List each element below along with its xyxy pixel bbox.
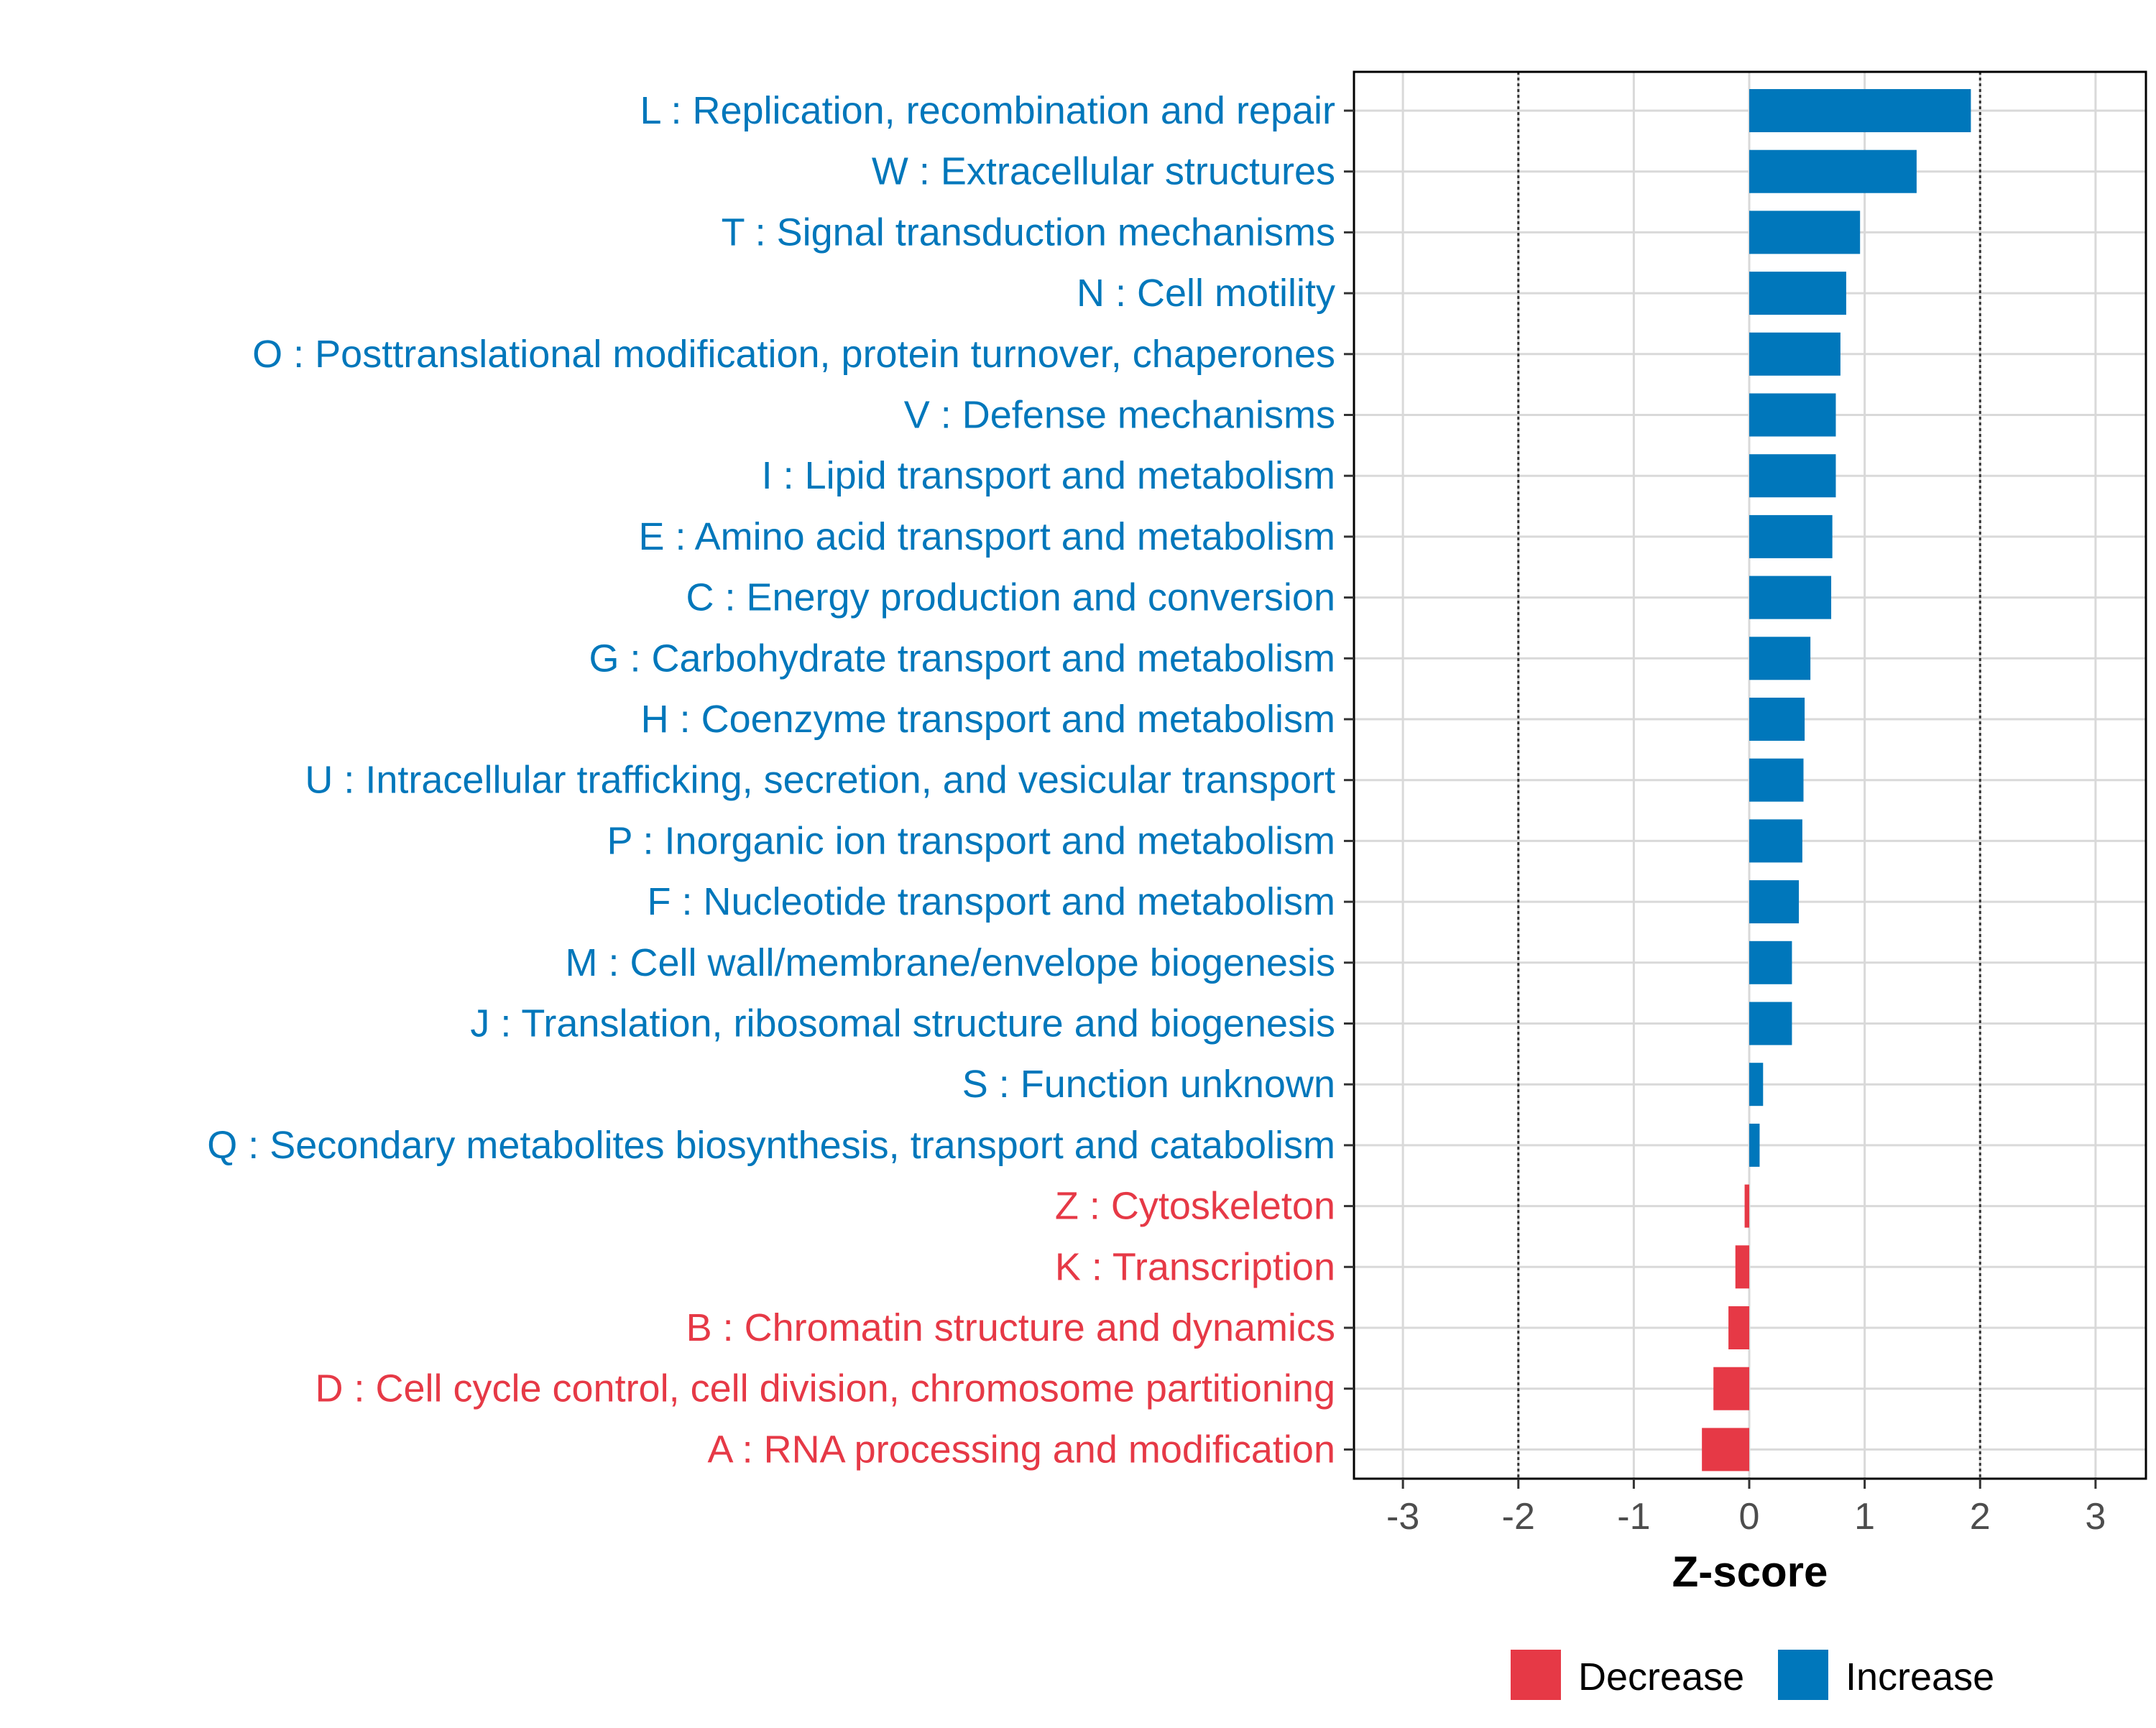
bars	[1702, 89, 1971, 1471]
y-tick-label: A : RNA processing and modification	[708, 1428, 1335, 1471]
bar	[1749, 880, 1800, 924]
y-tick-label: Z : Cytoskeleton	[1055, 1185, 1335, 1228]
y-tick-label: V : Defense mechanisms	[904, 394, 1335, 437]
y-tick-label: T : Signal transduction mechanisms	[722, 211, 1335, 254]
bar	[1749, 698, 1805, 741]
bar	[1749, 758, 1804, 802]
bar	[1749, 941, 1792, 984]
bar	[1749, 1063, 1764, 1106]
y-tick-label: E : Amino acid transport and metabolism	[639, 515, 1335, 558]
reference-lines	[1517, 72, 1981, 1479]
y-tick-label: S : Function unknown	[962, 1063, 1335, 1106]
y-tick-label: J : Translation, ribosomal structure and…	[470, 1002, 1335, 1045]
bar	[1749, 514, 1833, 558]
bar	[1749, 819, 1802, 863]
bar	[1735, 1245, 1749, 1289]
x-tick-label: 1	[1854, 1496, 1875, 1538]
bar	[1749, 1002, 1792, 1045]
y-tick-label: G : Carbohydrate transport and metabolis…	[589, 637, 1336, 680]
y-axis-ticks	[1344, 109, 1354, 1451]
legend-swatch-decrease	[1511, 1650, 1561, 1700]
bar	[1744, 1184, 1749, 1228]
x-tick-label: -1	[1617, 1496, 1650, 1538]
x-tick-label: 2	[1970, 1496, 1991, 1538]
x-tick-label: 0	[1739, 1496, 1760, 1538]
y-tick-label: M : Cell wall/membrane/envelope biogenes…	[565, 941, 1335, 984]
y-tick-label: U : Intracellular trafficking, secretion…	[305, 759, 1335, 802]
y-tick-label: B : Chromatin structure and dynamics	[686, 1306, 1335, 1349]
y-tick-label: N : Cell motility	[1077, 272, 1335, 315]
bar	[1749, 272, 1846, 315]
y-axis-labels: L : Replication, recombination and repai…	[207, 89, 1335, 1471]
y-tick-label: K : Transcription	[1055, 1245, 1335, 1288]
y-tick-label: I : Lipid transport and metabolism	[762, 454, 1335, 497]
legend-label-decrease: Decrease	[1578, 1655, 1744, 1699]
bar	[1749, 211, 1861, 254]
legend-swatch-increase	[1778, 1650, 1828, 1700]
y-tick-label: D : Cell cycle control, cell division, c…	[315, 1367, 1335, 1410]
y-tick-label: H : Coenzyme transport and metabolism	[641, 698, 1335, 741]
legend: Decrease Increase	[1511, 1650, 1994, 1700]
bar	[1749, 637, 1811, 680]
y-tick-label: Q : Secondary metabolites biosynthesis, …	[207, 1124, 1335, 1167]
y-tick-label: O : Posttranslational modification, prot…	[252, 333, 1335, 376]
bar	[1713, 1367, 1749, 1410]
y-tick-label: C : Energy production and conversion	[686, 576, 1335, 619]
bar	[1749, 89, 1971, 132]
x-tick-label: -3	[1386, 1496, 1419, 1538]
x-axis-ticks: -3 -2 -1 0 1 2 3	[1386, 1479, 2106, 1538]
y-tick-label: W : Extracellular structures	[872, 150, 1335, 193]
y-tick-label: F : Nucleotide transport and metabolism	[648, 880, 1335, 923]
y-tick-label: L : Replication, recombination and repai…	[640, 89, 1335, 132]
legend-label-increase: Increase	[1846, 1655, 1994, 1699]
bar	[1749, 393, 1836, 437]
bar	[1749, 332, 1841, 376]
x-axis-title: Z-score	[1672, 1548, 1828, 1596]
bar	[1749, 576, 1832, 619]
y-tick-label: P : Inorganic ion transport and metaboli…	[607, 819, 1335, 862]
x-tick-label: 3	[2085, 1496, 2106, 1538]
bar	[1728, 1306, 1749, 1349]
bar	[1749, 149, 1917, 193]
x-tick-label: -2	[1502, 1496, 1535, 1538]
bar	[1749, 454, 1836, 498]
bar	[1749, 1123, 1760, 1167]
bar	[1702, 1428, 1749, 1471]
